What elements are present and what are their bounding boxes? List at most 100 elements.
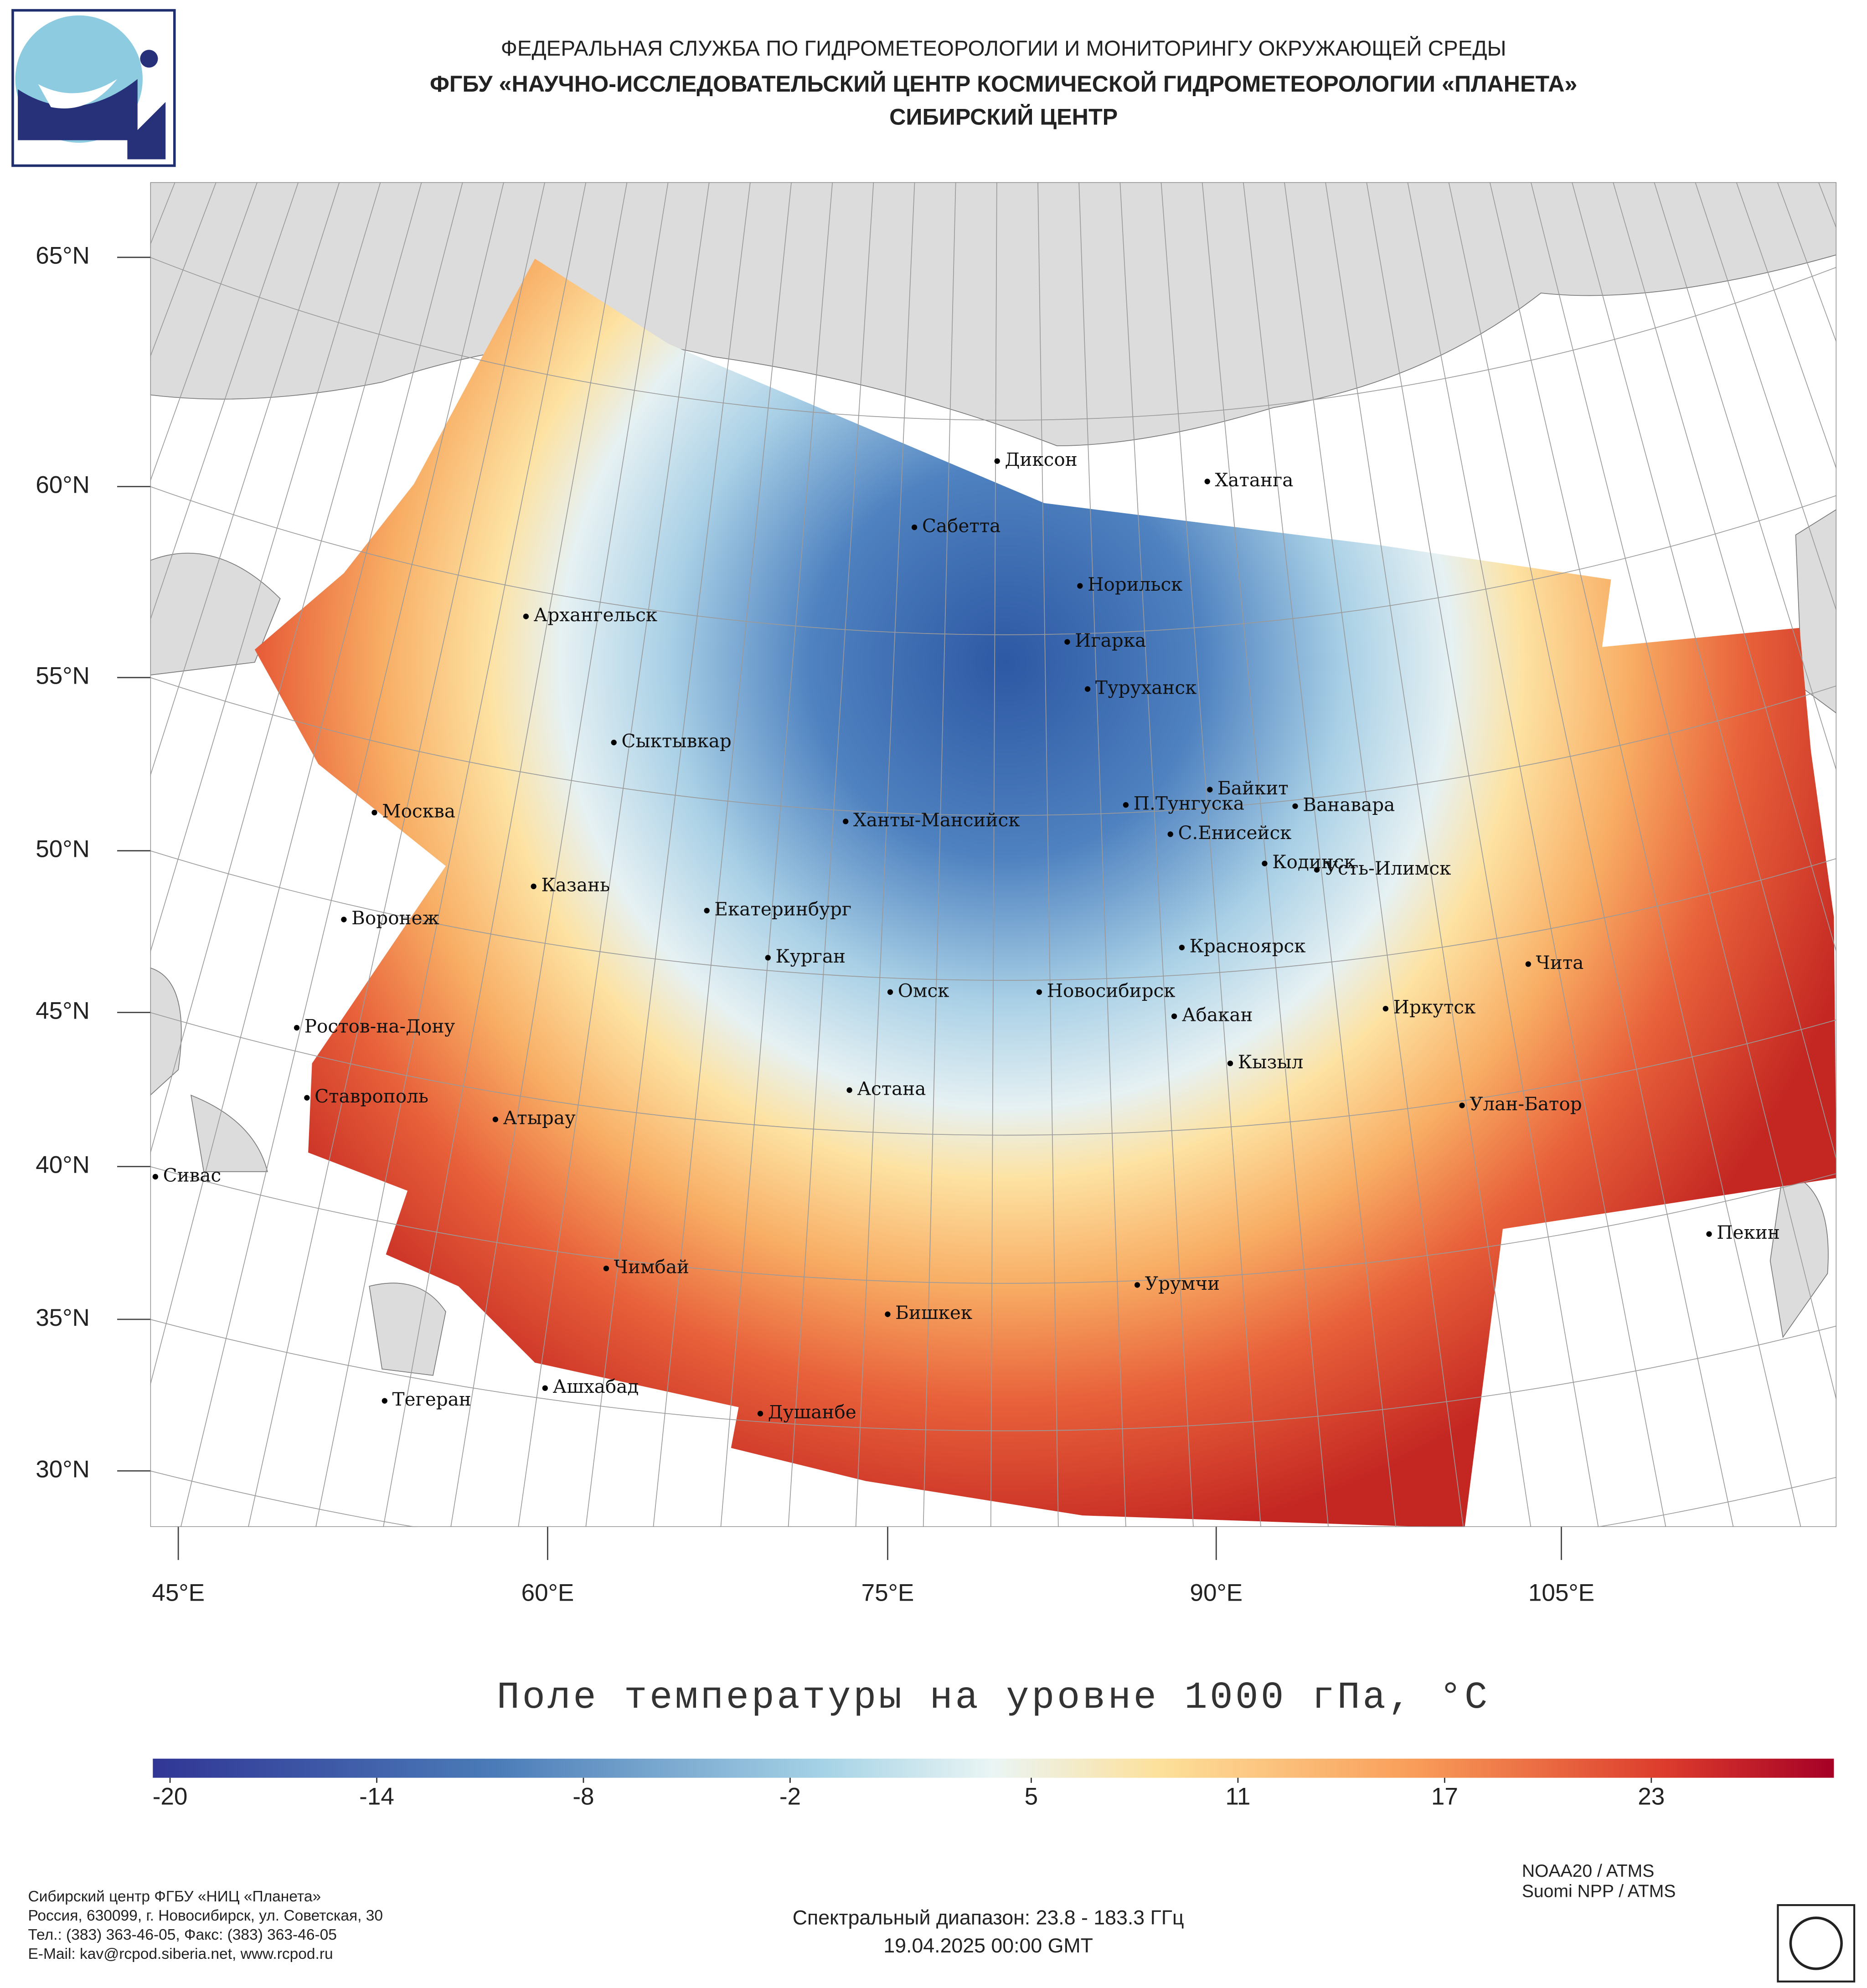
city-label: Екатеринбург xyxy=(714,898,851,920)
satellite-line: NOAA20 / ATMS xyxy=(1522,1861,1655,1881)
city-label: Москва xyxy=(382,800,455,822)
city-dot xyxy=(1077,583,1083,589)
city-dot xyxy=(152,1174,159,1180)
meridian-line xyxy=(1160,182,1261,1527)
meridian-line xyxy=(1448,182,1734,1527)
lat-label: 55°N xyxy=(36,663,90,690)
city-dot xyxy=(1706,1231,1712,1237)
meridian-line xyxy=(855,182,915,1527)
city-label: Байкит xyxy=(1217,777,1289,799)
meridian-line xyxy=(1325,182,1532,1527)
meridian-line xyxy=(1037,182,1059,1527)
meridian-line xyxy=(923,182,956,1527)
header-line: ФЕДЕРАЛЬНАЯ СЛУЖБА ПО ГИДРОМЕТЕОРОЛОГИИ … xyxy=(501,36,1506,61)
meridian-line xyxy=(180,182,504,1527)
map: Диксон Хатанга Сабетта Норильск Архангельск И… xyxy=(150,182,1836,1527)
city-label: Сабетта xyxy=(922,515,1001,537)
city-label: Улан-Батор xyxy=(1470,1093,1582,1115)
meridian-line xyxy=(150,182,422,1155)
city-label: Красноярск xyxy=(1190,935,1306,957)
header-line: ФГБУ «НАУЧНО-ИССЛЕДОВАТЕЛЬСКИЙ ЦЕНТР КОС… xyxy=(430,71,1577,97)
city-dot xyxy=(1262,860,1268,866)
meridian-line xyxy=(1407,182,1666,1527)
city-dot xyxy=(603,1265,609,1272)
city-dot xyxy=(382,1398,387,1404)
city-label: Омск xyxy=(898,979,949,1001)
city-label: Чимбай xyxy=(614,1256,689,1278)
lat-label: 40°N xyxy=(36,1152,90,1179)
city-dot xyxy=(1204,479,1210,484)
city-label: Игарка xyxy=(1075,629,1146,651)
city-dot xyxy=(1134,1282,1140,1288)
meridian-line xyxy=(248,182,546,1527)
info-line: 19.04.2025 00:00 GMT xyxy=(883,1935,1093,1957)
city-label: П.Тунгуска xyxy=(1134,793,1244,814)
meridian-line xyxy=(383,182,628,1527)
city-dot xyxy=(1123,802,1129,808)
city-dot xyxy=(294,1025,300,1031)
city-dot xyxy=(1207,787,1213,793)
city-label: Тегеран xyxy=(392,1388,471,1410)
city-dot xyxy=(542,1385,548,1391)
city-dot xyxy=(704,907,710,914)
meridian-line xyxy=(1366,182,1599,1527)
info-line: Спектральный диапазон: 23.8 - 183.3 ГГц xyxy=(793,1907,1184,1929)
city-dot xyxy=(1525,961,1531,967)
city-label: Ставрополь xyxy=(315,1085,428,1107)
meridian-line xyxy=(518,182,710,1527)
lon-label: 60°E xyxy=(521,1579,574,1606)
city-label: Чита xyxy=(1536,952,1584,973)
city-label: Диксон xyxy=(1005,448,1077,470)
city-dot xyxy=(911,524,918,530)
lat-label: 30°N xyxy=(36,1456,90,1483)
city-label: Новосибирск xyxy=(1047,979,1176,1001)
city-dot xyxy=(1227,1061,1233,1066)
colorbar-tick-label: -20 xyxy=(153,1783,188,1810)
lon-label: 75°E xyxy=(861,1579,914,1606)
city-label: Ханты-Мансийск xyxy=(853,809,1020,831)
city-dot xyxy=(765,955,771,961)
contact-line: Россия, 630099, г. Новосибирск, ул. Сове… xyxy=(28,1907,383,1924)
city-label: Атырау xyxy=(503,1107,576,1129)
colorbar-tick-label: 23 xyxy=(1638,1783,1665,1810)
meridian-line xyxy=(1571,182,1836,1161)
city-label: Бишкек xyxy=(895,1302,972,1324)
meridian-line xyxy=(585,182,751,1527)
lat-label: 60°N xyxy=(36,472,90,499)
city-label: Сыктывкар xyxy=(621,730,731,752)
header-line: СИБИРСКИЙ ЦЕНТР xyxy=(889,103,1118,129)
city-label: Сивас xyxy=(163,1164,222,1186)
meridian-line xyxy=(1119,182,1194,1527)
city-dot xyxy=(492,1117,499,1123)
city-dot xyxy=(1314,867,1320,873)
city-label: Архангельск xyxy=(534,604,658,626)
city-label: Хатанга xyxy=(1215,469,1293,491)
lon-label: 90°E xyxy=(1190,1579,1243,1606)
city-label: Пекин xyxy=(1717,1221,1780,1243)
lat-label: 50°N xyxy=(36,836,90,863)
lat-label: 35°N xyxy=(36,1304,90,1331)
iso-stamp xyxy=(1777,1904,1856,1983)
city-label: Курган xyxy=(776,945,846,967)
satellite-line: Suomi NPP / ATMS xyxy=(1522,1881,1676,1901)
city-dot xyxy=(843,819,849,824)
city-dot xyxy=(1292,803,1298,809)
contact-line: Сибирский центр ФГБУ «НИЦ «Планета» xyxy=(28,1888,321,1905)
colorbar-tick-label: -14 xyxy=(359,1783,394,1810)
logo xyxy=(11,9,176,167)
meridian-line xyxy=(720,182,833,1527)
city-label: Ростов-на-Дону xyxy=(304,1015,455,1037)
city-dot xyxy=(341,917,347,922)
city-dot xyxy=(885,1311,891,1317)
city-dot xyxy=(1064,639,1070,645)
city-label: Казань xyxy=(541,874,610,896)
city-label: Ванавара xyxy=(1303,793,1395,815)
contact-line: E-Mail: kav@rcpod.siberia.net, www.rcpod… xyxy=(28,1946,333,1962)
lat-label: 45°N xyxy=(36,998,90,1025)
city-dot xyxy=(304,1095,310,1101)
city-label: С.Енисейск xyxy=(1178,822,1291,844)
city-label: Иркутск xyxy=(1393,996,1476,1018)
city-dot xyxy=(531,883,536,890)
meridian-line xyxy=(990,182,997,1527)
